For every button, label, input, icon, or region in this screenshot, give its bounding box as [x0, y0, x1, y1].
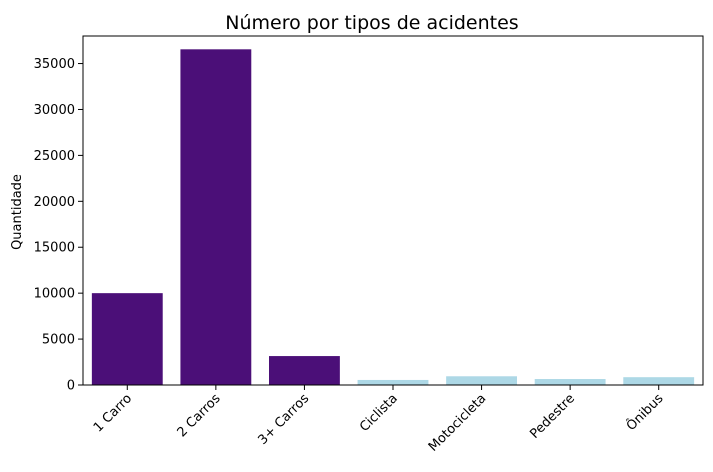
- y-tick-label: 15000: [34, 241, 75, 256]
- bar-pedestre: [534, 379, 606, 385]
- plot-frame: [82, 35, 704, 386]
- y-axis-ticks: 0 5000 10000 15000 20000 25000 30000 35000: [34, 57, 83, 394]
- x-tick-label: Motocicleta: [426, 391, 490, 455]
- y-tick-label: 0: [67, 379, 75, 394]
- y-tick-label: 25000: [34, 149, 75, 164]
- y-tick-label: 35000: [34, 57, 75, 72]
- x-tick-label: Ciclista: [357, 391, 401, 435]
- y-tick-label: 30000: [34, 103, 75, 118]
- x-tick-label: 1 Carro: [91, 391, 135, 435]
- chart-title: Número por tipos de acidentes: [225, 12, 518, 34]
- y-axis-label: Quantidade: [10, 174, 25, 250]
- bar-2-carros: [180, 49, 252, 385]
- bars-group: [91, 49, 695, 385]
- bar-3-carros: [269, 356, 340, 385]
- y-tick-label: 20000: [34, 195, 75, 210]
- x-tick-label: 2 Carros: [175, 391, 224, 440]
- x-axis-ticks: 1 Carro 2 Carros 3+ Carros Ciclista Motocicl…: [91, 385, 667, 455]
- x-tick-label: Ônibus: [623, 390, 667, 434]
- x-tick-label: 3+ Carros: [256, 391, 313, 448]
- bar-motocicleta: [446, 376, 517, 385]
- bar-ciclista: [357, 379, 429, 385]
- y-tick-label: 10000: [34, 287, 75, 302]
- y-tick-label: 5000: [42, 333, 75, 348]
- x-tick-label: Pedestre: [527, 391, 578, 442]
- bar-1-carro: [91, 293, 163, 385]
- bar-ônibus: [623, 377, 695, 385]
